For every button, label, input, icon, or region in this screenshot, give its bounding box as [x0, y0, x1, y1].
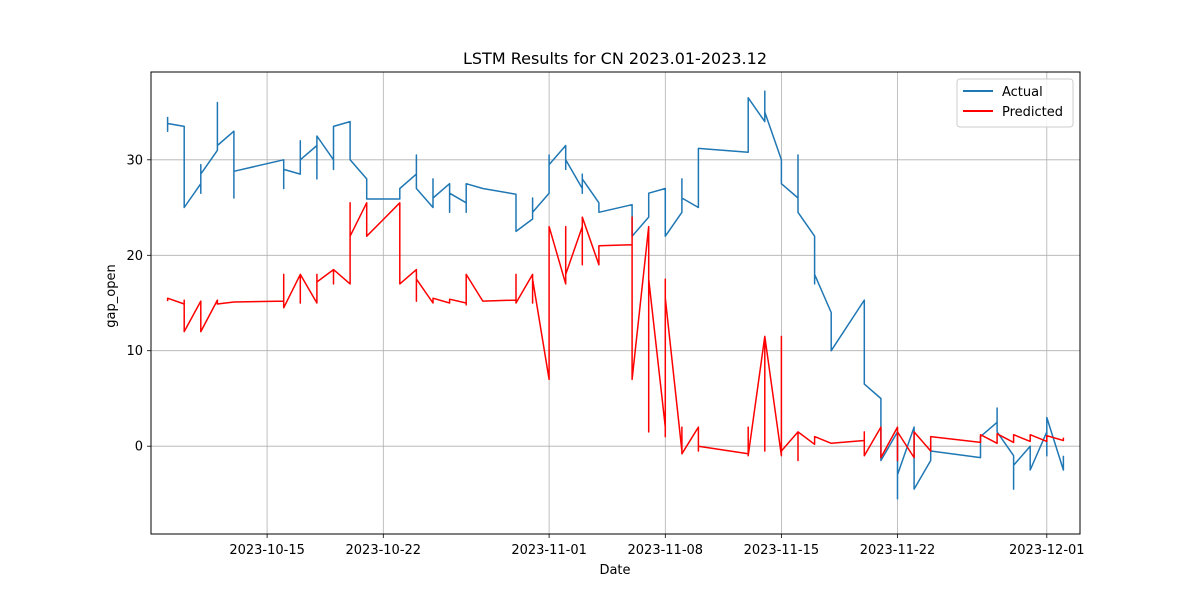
x-tick-label: 2023-10-15: [229, 543, 305, 558]
chart-title: LSTM Results for CN 2023.01-2023.12: [463, 49, 767, 68]
y-tick-label: 10: [126, 344, 143, 359]
x-tick-label: 2023-12-01: [1009, 543, 1085, 558]
y-tick-label: 30: [126, 153, 143, 168]
x-tick-label: 2023-11-15: [744, 543, 820, 558]
y-axis-label: gap_open: [104, 264, 119, 327]
legend: Actual Predicted: [956, 78, 1074, 128]
series-layer: [166, 90, 1065, 500]
series-line-predicted: [166, 202, 1065, 462]
legend-label-predicted: Predicted: [1002, 105, 1063, 120]
axis-ticks: 2023-10-15 2023-10-22 2023-11-01 2023-11-08…: [126, 153, 1084, 558]
plot-frame: [150, 71, 1081, 535]
x-axis-label: Date: [599, 563, 630, 578]
y-tick-label: 20: [126, 249, 143, 264]
x-tick-label: 2023-10-22: [346, 543, 422, 558]
x-tick-label: 2023-11-01: [511, 543, 587, 558]
legend-label-actual: Actual: [1002, 85, 1043, 100]
x-tick-label: 2023-11-08: [628, 543, 704, 558]
x-tick-label: 2023-11-22: [860, 543, 936, 558]
y-tick-label: 0: [135, 440, 143, 455]
